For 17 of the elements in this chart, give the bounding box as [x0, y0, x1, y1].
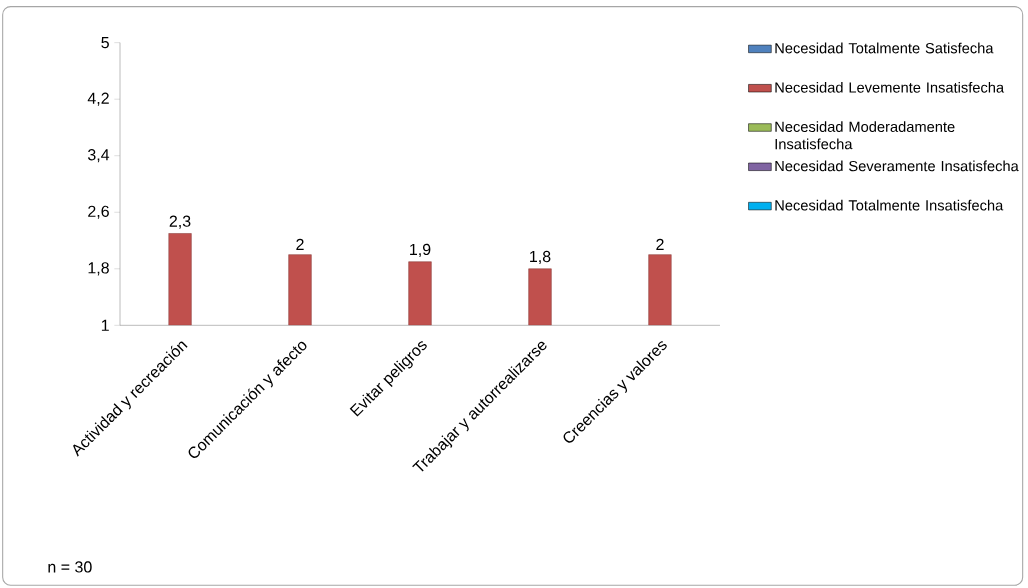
- y-tick-label: 4,2: [87, 92, 109, 106]
- data-label: 2: [656, 238, 664, 250]
- y-tick-label: 2,6: [88, 205, 109, 219]
- legend-label: Necesidad Totalmente Insatisfecha: [775, 199, 1004, 211]
- data-label: 2,3: [169, 215, 191, 229]
- text: n = 30: [48, 561, 92, 573]
- legend-label: Necesidad Levemente Insatisfecha: [775, 81, 1005, 93]
- y-tick-label: 5: [101, 37, 109, 49]
- y-tick-label: 1,8: [88, 262, 109, 276]
- legend-label: Necesidad Moderadamente Insatisfecha: [775, 121, 955, 150]
- y-tick-label: 1: [101, 319, 109, 331]
- data-label: 1,9: [410, 243, 431, 258]
- y-tick-label: 3,4: [87, 149, 110, 163]
- data-label: 1,8: [530, 250, 551, 265]
- legend-label: Necesidad Severamente Insatisfecha: [775, 160, 1019, 172]
- legend-label: Necesidad Totalmente Satisfecha: [775, 42, 994, 54]
- data-label: 2: [296, 238, 304, 250]
